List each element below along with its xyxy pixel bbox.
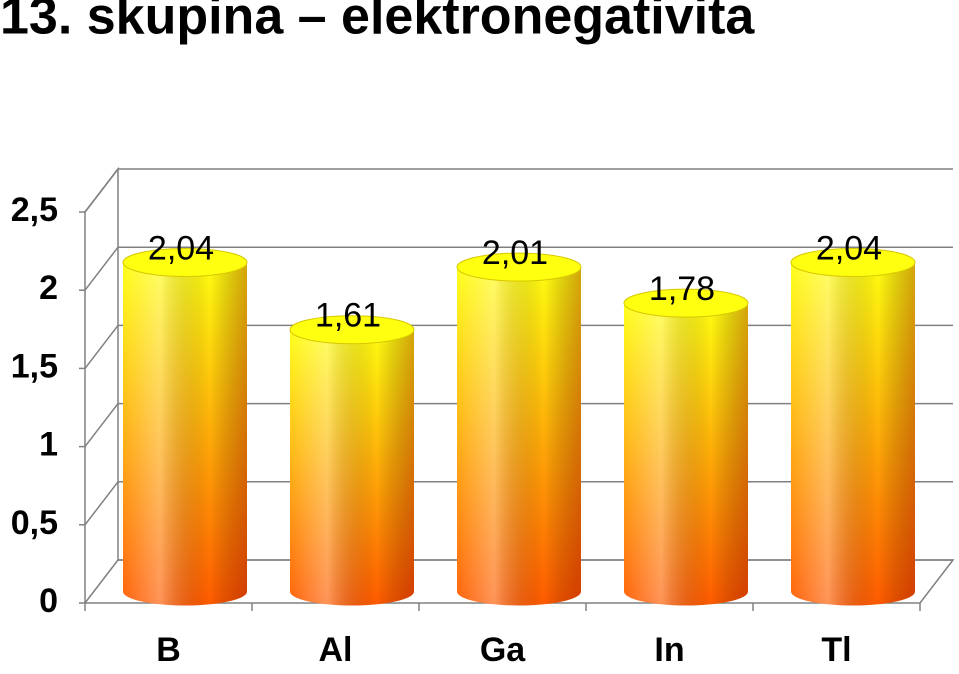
- x-tick-label: Al: [319, 631, 353, 669]
- value-label: 1,61: [315, 297, 381, 335]
- value-label: 2,01: [482, 234, 548, 272]
- y-tick-label: 2: [39, 269, 58, 307]
- grid-line: [84, 246, 119, 291]
- y-tick-label: 1: [39, 426, 58, 464]
- y-tick-label: 2,5: [11, 191, 58, 229]
- chart-title: 13. skupina – elektronegativita: [0, 0, 755, 46]
- grid-line: [84, 481, 119, 526]
- value-label: 1,78: [649, 270, 715, 308]
- y-tick-label: 1,5: [11, 347, 58, 385]
- side-wall: [84, 166, 119, 603]
- x-tick-label: Tl: [821, 631, 851, 669]
- x-tick-label: B: [156, 631, 181, 669]
- value-label: 2,04: [816, 229, 882, 267]
- grid-line: [84, 324, 119, 369]
- bar-top: [456, 252, 582, 282]
- bar-top: [790, 247, 916, 277]
- grid-line: [84, 403, 119, 448]
- value-label: 2,04: [148, 229, 214, 267]
- bar-shading: [123, 262, 247, 606]
- bar-shading: [624, 303, 748, 606]
- grid-line: [84, 168, 119, 213]
- y-tick-label: 0,5: [11, 504, 58, 542]
- bar-shading: [791, 262, 915, 606]
- bar-shading: [457, 267, 581, 606]
- bar-shading: [290, 329, 414, 606]
- y-tick-label: 0: [39, 582, 58, 620]
- x-tick-label: Ga: [480, 631, 526, 669]
- grid-line: [84, 559, 119, 604]
- bar-top: [623, 288, 749, 318]
- x-tick-label: In: [654, 631, 684, 669]
- bar-top: [289, 315, 415, 345]
- bar-top: [122, 247, 248, 277]
